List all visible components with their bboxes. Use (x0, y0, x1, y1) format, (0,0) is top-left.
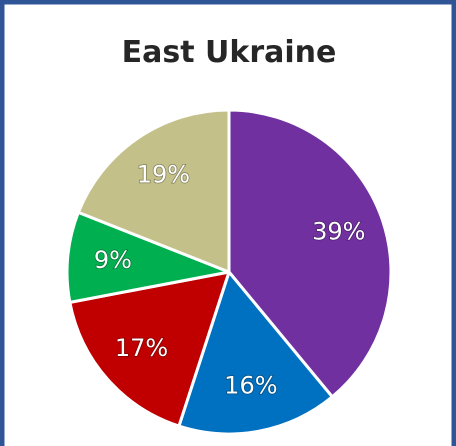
pie-slice (227, 108, 393, 399)
chart-title: East Ukraine (122, 35, 337, 70)
data-label: 9% (94, 246, 132, 274)
pie-slice (76, 108, 231, 274)
data-label: 39% (312, 217, 365, 245)
data-label: 16% (224, 372, 277, 400)
pie-slice (65, 210, 231, 304)
pie-slice (68, 270, 231, 428)
data-label: 19% (137, 161, 190, 189)
data-label: 17% (115, 334, 168, 362)
